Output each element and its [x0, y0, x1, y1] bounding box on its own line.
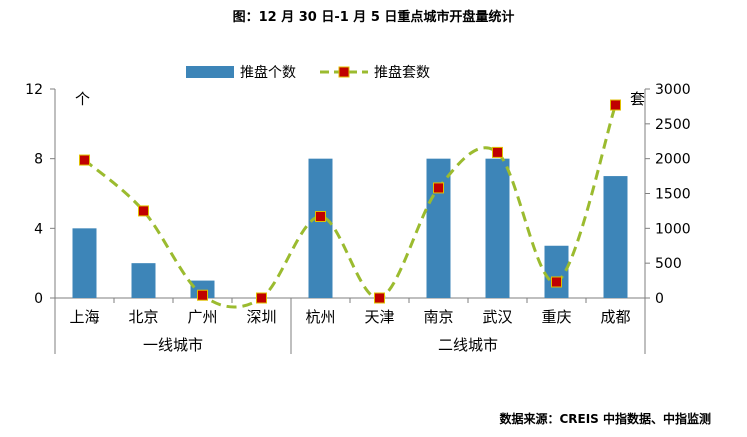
x-axis-category-label: 深圳 — [246, 308, 276, 326]
bar-推盘个数 — [485, 158, 510, 298]
line-marker-推盘套数 — [256, 292, 267, 304]
legend-label-bar: 推盘个数 — [240, 64, 296, 81]
line-marker-推盘套数 — [610, 99, 621, 111]
line-marker-推盘套数 — [374, 292, 385, 304]
x-axis-category-label: 天津 — [364, 308, 394, 326]
line-marker-推盘套数 — [79, 154, 90, 166]
left-axis-tick-label: 4 — [34, 221, 43, 237]
line-marker-推盘套数 — [197, 289, 208, 301]
bar-推盘个数 — [308, 158, 333, 298]
right-axis-unit: 套 — [630, 90, 645, 108]
bar-推盘个数 — [131, 263, 156, 298]
bar-推盘个数 — [603, 176, 628, 298]
x-axis-category-label: 南京 — [423, 308, 453, 326]
left-axis-tick-label: 8 — [34, 152, 43, 168]
source-note: 数据来源：CREIS 中指数据、中指监测 — [499, 412, 711, 426]
right-axis-tick-label: 2500 — [655, 117, 691, 133]
x-axis-category-label: 杭州 — [305, 308, 335, 326]
x-axis-group-label: 二线城市 — [438, 336, 498, 354]
bar-推盘个数 — [426, 158, 451, 298]
x-axis-category-label: 重庆 — [541, 308, 571, 326]
left-axis-tick-label: 0 — [34, 291, 43, 307]
chart-title: 图：12 月 30 日-1 月 5 日重点城市开盘量统计 — [232, 10, 515, 25]
legend-label-line: 推盘套数 — [374, 64, 430, 81]
right-axis-tick-label: 1000 — [655, 221, 691, 237]
legend-swatch-marker — [338, 66, 350, 78]
left-axis-unit: 个 — [75, 90, 90, 108]
line-marker-推盘套数 — [433, 182, 444, 194]
line-marker-推盘套数 — [551, 276, 562, 288]
right-axis-tick-label: 3000 — [655, 82, 691, 98]
right-axis-tick-label: 500 — [655, 256, 682, 272]
x-axis-category-label: 武汉 — [482, 308, 512, 326]
legend-swatch-bar — [186, 66, 234, 78]
bar-推盘个数 — [190, 280, 215, 298]
right-axis-tick-label: 2000 — [655, 152, 691, 168]
line-marker-推盘套数 — [492, 146, 503, 158]
right-axis-tick-label: 1500 — [655, 187, 691, 203]
bar-推盘个数 — [544, 245, 569, 298]
x-axis-category-label: 广州 — [187, 308, 217, 326]
x-axis-category-label: 成都 — [600, 308, 630, 326]
x-axis-group-label: 一线城市 — [143, 336, 203, 354]
left-axis-tick-label: 12 — [25, 82, 43, 98]
x-axis-category-label: 北京 — [128, 308, 158, 326]
x-axis-category-label: 上海 — [69, 308, 99, 326]
bar-推盘个数 — [72, 228, 97, 298]
line-marker-推盘套数 — [138, 205, 149, 217]
line-marker-推盘套数 — [315, 210, 326, 222]
right-axis-tick-label: 0 — [655, 291, 664, 307]
legend: 推盘个数 推盘套数 — [186, 64, 430, 81]
line-推盘套数 — [83, 104, 617, 309]
